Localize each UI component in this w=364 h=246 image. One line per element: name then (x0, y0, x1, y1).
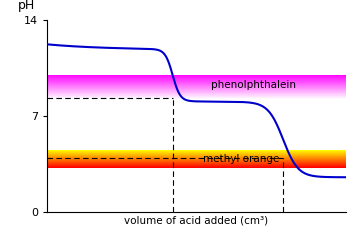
Text: methyl orange: methyl orange (202, 154, 279, 164)
Text: pH: pH (17, 0, 35, 12)
Text: phenolphthalein: phenolphthalein (211, 80, 297, 90)
X-axis label: volume of acid added (cm³): volume of acid added (cm³) (124, 216, 269, 226)
